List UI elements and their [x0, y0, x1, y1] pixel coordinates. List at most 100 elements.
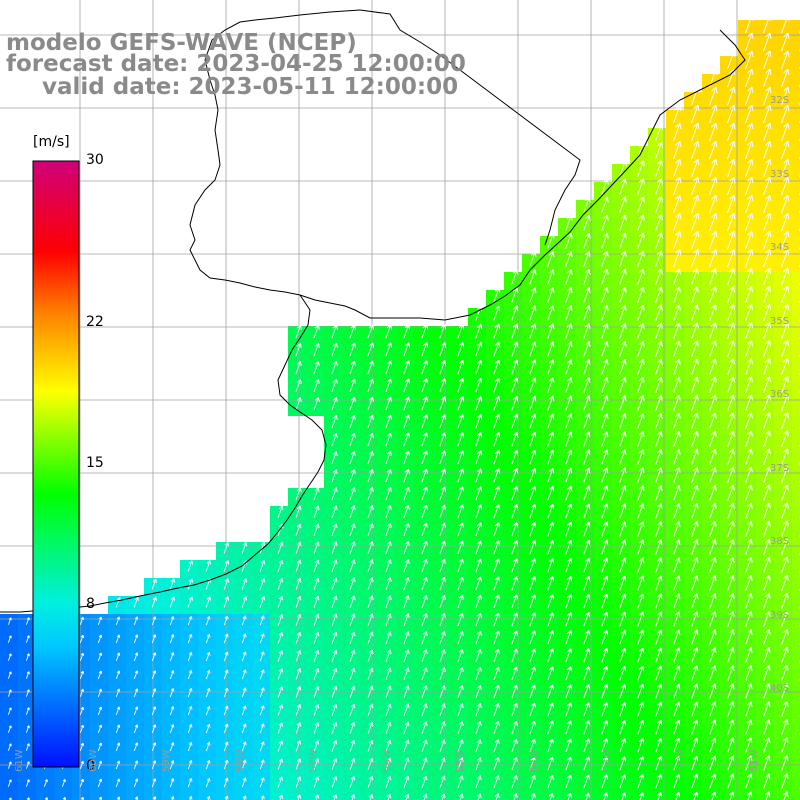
wind-arrow: [385, 595, 392, 608]
wind-arrow: [205, 741, 211, 752]
wind-arrow: [439, 414, 446, 429]
wind-arrow: [331, 414, 338, 429]
wind-arrow: [583, 539, 591, 555]
wind-arrow: [547, 521, 555, 537]
wind-arrow: [655, 539, 663, 555]
wind-arrow: [727, 304, 735, 321]
wind-arrow: [367, 757, 374, 770]
wind-arrow: [277, 559, 284, 572]
wind-arrow: [529, 305, 537, 321]
wind-arrow: [763, 628, 771, 645]
wind-arrow: [223, 651, 229, 662]
wind-arrow: [691, 212, 700, 232]
wind-arrow: [295, 595, 302, 608]
wind-arrow: [439, 612, 446, 627]
wind-arrow: [691, 176, 700, 196]
wind-arrow: [385, 721, 392, 734]
wind-arrow: [79, 688, 85, 697]
wind-arrow: [637, 629, 645, 645]
wind-arrow: [565, 702, 572, 717]
wind-arrow: [367, 468, 374, 483]
wind-arrow: [745, 430, 753, 447]
wind-arrow: [115, 652, 121, 661]
wind-arrow: [25, 635, 30, 643]
wind-arrow: [727, 538, 735, 555]
wind-arrow: [493, 395, 501, 411]
wind-arrow: [727, 430, 735, 447]
wind-arrow: [763, 665, 771, 681]
wind-arrow: [205, 560, 212, 572]
wind-cell: [108, 794, 126, 800]
wind-cell: [792, 650, 800, 668]
wind-arrow: [529, 540, 537, 555]
wind-arrow: [367, 342, 374, 357]
wind-arrow: [511, 305, 519, 321]
wind-arrow: [313, 360, 320, 375]
wind-arrow: [421, 594, 428, 609]
wind-arrow: [241, 669, 247, 680]
wind-arrow: [331, 505, 338, 518]
wind-arrow: [709, 231, 718, 250]
wind-arrow: [223, 759, 229, 770]
wind-arrow: [331, 487, 338, 500]
wind-arrow: [367, 685, 374, 698]
wind-arrow: [781, 86, 790, 106]
wind-arrow: [493, 648, 500, 663]
wind-arrow: [457, 360, 465, 375]
wind-arrow: [691, 340, 699, 357]
wind-arrow: [439, 721, 446, 734]
wind-arrow: [421, 324, 429, 339]
wind-arrow: [727, 322, 735, 339]
wind-arrow: [151, 634, 157, 644]
wind-cell: [234, 794, 252, 800]
wind-arrow: [547, 449, 555, 465]
wind-arrow: [511, 648, 518, 663]
wind-arrow: [691, 647, 699, 663]
wind-arrow: [673, 701, 681, 717]
wind-arrow: [745, 629, 753, 645]
wind-arrow: [421, 757, 428, 770]
wind-arrow: [475, 721, 482, 735]
wind-arrow: [745, 701, 753, 717]
wind-arrow: [349, 703, 356, 716]
wind-arrow: [295, 649, 302, 662]
wind-arrow: [727, 104, 736, 124]
wind-arrow: [745, 285, 753, 303]
wind-arrow: [493, 522, 500, 537]
wind-arrow: [547, 684, 554, 699]
wind-arrow: [529, 702, 536, 717]
wind-arrow: [709, 737, 717, 753]
wind-arrow: [187, 723, 193, 734]
wind-arrow: [80, 796, 85, 800]
wind-arrow: [673, 557, 681, 573]
wind-arrow: [206, 795, 211, 800]
wind-arrow: [601, 684, 609, 699]
wind-arrow: [25, 689, 30, 697]
wind-arrow: [619, 539, 627, 555]
wind-arrow: [745, 737, 753, 753]
wind-cell: [792, 92, 800, 110]
wind-arrow: [79, 724, 85, 733]
wind-arrow: [745, 755, 753, 771]
wind-arrow: [583, 575, 591, 591]
wind-arrow: [547, 431, 555, 447]
wind-arrow: [565, 648, 572, 663]
wind-arrow: [745, 394, 753, 411]
wind-arrow: [475, 684, 482, 699]
wind-arrow: [439, 667, 446, 681]
wind-arrow: [601, 232, 609, 249]
wind-arrow: [205, 596, 212, 608]
wind-cell: [432, 794, 450, 800]
wind-arrow: [547, 485, 555, 501]
wind-arrow: [367, 559, 374, 572]
wind-arrow: [709, 340, 717, 357]
wind-arrow: [583, 250, 591, 267]
wind-arrow: [277, 595, 284, 608]
wind-arrow: [728, 791, 735, 800]
wind-cell: [792, 182, 800, 200]
wind-arrow: [205, 687, 211, 698]
wind-arrow: [331, 721, 338, 734]
wind-arrow: [655, 449, 663, 465]
wind-arrow: [187, 596, 194, 608]
wind-arrow: [7, 635, 12, 643]
